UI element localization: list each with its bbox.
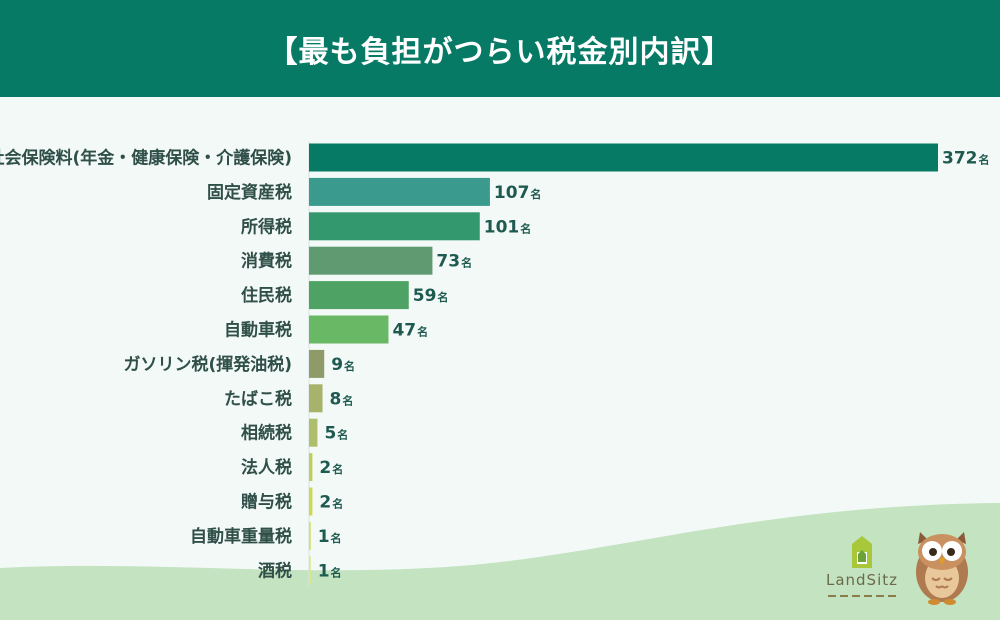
value-label: 9名 [331,355,355,375]
value-label: 1名 [318,527,342,547]
category-label: 固定資産税 [207,182,292,203]
value-label: 372名 [942,149,990,169]
category-label: 所得税 [241,216,292,237]
bar-category-4 [309,281,409,310]
category-label: 相続税 [241,423,292,444]
chart-title: 【最も負担がつらい税金別内訳】 [267,34,733,70]
value-label: 2名 [319,458,343,478]
value-label: 101名 [484,217,531,237]
bar-category-2 [309,212,480,241]
bar-category-6 [309,349,325,378]
landsitz-logo: LandSitz [822,530,902,605]
value-label: 59名 [413,286,449,306]
category-label: 住民税 [241,285,292,306]
bar-category-9 [309,453,313,482]
bar-category-11 [309,521,311,550]
category-label: 酒税 [258,560,292,581]
category-label: 社会保険料(年金・健康保険・介護保険) [0,148,292,169]
title-banner: 【最も負担がつらい税金別内訳】 [0,0,1000,97]
value-label: 5名 [324,424,348,444]
value-label: 73名 [436,252,472,272]
category-label: 自動車税 [224,320,292,341]
owl-mascot [906,522,978,606]
value-label: 107名 [494,183,542,203]
category-label: 自動車重量税 [190,526,292,547]
bar-category-3 [309,246,433,275]
value-label: 8名 [330,389,354,409]
bar-category-1 [309,177,490,206]
bar-category-5 [309,315,389,344]
house-logo-icon: LandSitz [826,536,898,597]
category-label: 贈与税 [241,492,292,513]
bar-category-0 [309,143,938,172]
bar-category-8 [309,418,318,447]
bar-category-10 [309,487,313,516]
bar-category-12 [309,556,311,585]
value-label: 1名 [318,561,342,581]
value-label: 2名 [319,493,343,513]
category-label: 法人税 [241,457,292,478]
category-label: ガソリン税(揮発油税) [123,354,292,375]
category-label: たばこ税 [224,388,292,409]
value-label: 47名 [392,321,428,341]
logo-text: LandSitz [826,571,898,589]
category-label: 消費税 [241,251,292,272]
owl-icon [916,532,968,605]
bar-category-7 [309,384,323,413]
